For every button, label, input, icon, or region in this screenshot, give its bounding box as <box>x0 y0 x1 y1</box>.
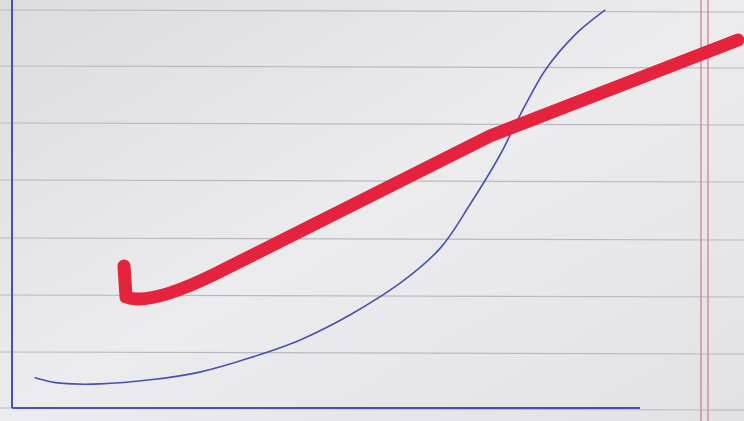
page <box>0 0 744 421</box>
y-axis <box>11 0 13 408</box>
ruled-line <box>0 238 744 240</box>
margin-line <box>700 0 702 421</box>
plot-area <box>35 10 605 384</box>
ruled-line <box>0 123 744 125</box>
margin-line <box>707 0 709 421</box>
ruled-line <box>0 295 744 297</box>
ruled-line <box>0 352 744 354</box>
paper <box>0 0 744 421</box>
check-mark <box>124 40 738 299</box>
ruled-line <box>0 408 744 410</box>
curve <box>35 10 605 384</box>
ruled-line <box>0 180 744 182</box>
ruled-line <box>0 66 744 68</box>
x-axis <box>12 407 640 409</box>
ruled-line <box>0 10 744 12</box>
